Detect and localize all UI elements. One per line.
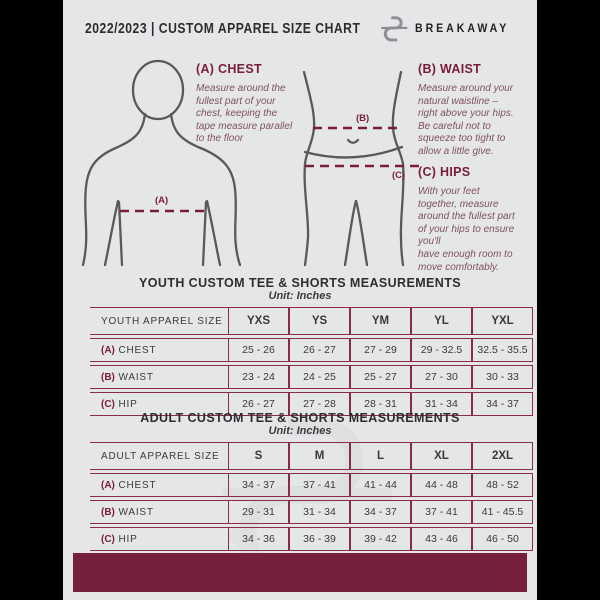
row-label-text: WAIST bbox=[118, 371, 154, 383]
chest-heading: (A) CHEST bbox=[196, 62, 262, 76]
chest-description: Measure around the fullest part of your … bbox=[196, 83, 293, 145]
size-value-cell: 25 - 26 bbox=[228, 338, 289, 362]
size-value-cell: 26 - 27 bbox=[228, 392, 289, 416]
column-header: YXL bbox=[472, 307, 533, 335]
hips-guide: (C) HIPS With your feet together, measur… bbox=[418, 165, 533, 274]
size-value-cell: 43 - 46 bbox=[411, 527, 472, 551]
waist-heading: (B) WAIST bbox=[418, 62, 482, 76]
size-value-cell: 48 - 52 bbox=[472, 473, 533, 497]
youth-section-title: YOUTH CUSTOM TEE & SHORTS MEASUREMENTS bbox=[139, 276, 461, 290]
column-header: S bbox=[228, 442, 289, 470]
size-value-cell: 36 - 39 bbox=[289, 527, 350, 551]
column-header: YXS bbox=[228, 307, 289, 335]
row-label-prefix: (A) bbox=[101, 344, 115, 356]
row-label-text: CHEST bbox=[118, 344, 157, 356]
row-label: (C) HIP bbox=[90, 392, 228, 416]
column-header: YM bbox=[350, 307, 411, 335]
youth-size-table: YOUTH APPAREL SIZE YXS YS YM YL YXL (A) … bbox=[90, 304, 533, 419]
waist-line-label: (B) bbox=[356, 113, 370, 124]
column-header: M bbox=[289, 442, 350, 470]
upper-torso-figure bbox=[81, 59, 242, 267]
size-value-cell: 27 - 30 bbox=[411, 365, 472, 389]
row-label: (B) WAIST bbox=[90, 500, 228, 524]
table-row: (A) CHEST 25 - 26 26 - 27 27 - 29 29 - 3… bbox=[90, 338, 533, 362]
size-value-cell: 34 - 37 bbox=[228, 473, 289, 497]
size-value-cell: 34 - 37 bbox=[350, 500, 411, 524]
table-row: (A) CHEST 34 - 37 37 - 41 41 - 44 44 - 4… bbox=[90, 473, 533, 497]
size-value-cell: 34 - 37 bbox=[472, 392, 533, 416]
table-row: (C) HIP 26 - 27 27 - 28 28 - 31 31 - 34 … bbox=[90, 392, 533, 416]
size-value-cell: 31 - 34 bbox=[289, 500, 350, 524]
size-value-cell: 29 - 32.5 bbox=[411, 338, 472, 362]
table-row: (C) HIP 34 - 36 36 - 39 39 - 42 43 - 46 … bbox=[90, 527, 533, 551]
column-header: YL bbox=[411, 307, 472, 335]
adult-section-title: ADULT CUSTOM TEE & SHORTS MEASUREMENTS bbox=[140, 411, 460, 425]
size-value-cell: 41 - 44 bbox=[350, 473, 411, 497]
row-label: (B) WAIST bbox=[90, 365, 228, 389]
row-label-text: HIP bbox=[118, 533, 138, 545]
row-label-text: CHEST bbox=[118, 479, 157, 491]
chest-line-label: (A) bbox=[155, 195, 169, 206]
size-value-cell: 26 - 27 bbox=[289, 338, 350, 362]
row-label-text: WAIST bbox=[118, 506, 154, 518]
column-header: L bbox=[350, 442, 411, 470]
chest-guide: (A) CHEST Measure around the fullest par… bbox=[196, 62, 306, 146]
table-row: (B) WAIST 23 - 24 24 - 25 25 - 27 27 - 3… bbox=[90, 365, 533, 389]
size-value-cell: 41 - 45.5 bbox=[472, 500, 533, 524]
size-value-cell: 25 - 27 bbox=[350, 365, 411, 389]
size-value-cell: 34 - 36 bbox=[228, 527, 289, 551]
hips-description: With your feet together, measure around … bbox=[418, 186, 515, 273]
size-value-cell: 46 - 50 bbox=[472, 527, 533, 551]
size-value-cell: 39 - 42 bbox=[350, 527, 411, 551]
size-value-cell: 31 - 34 bbox=[411, 392, 472, 416]
column-header: YS bbox=[289, 307, 350, 335]
size-value-cell: 37 - 41 bbox=[411, 500, 472, 524]
row-label-prefix: (B) bbox=[101, 506, 115, 518]
size-value-cell: 29 - 31 bbox=[228, 500, 289, 524]
size-value-cell: 30 - 33 bbox=[472, 365, 533, 389]
row-label: (A) CHEST bbox=[90, 473, 228, 497]
youth-table-corner-label: YOUTH APPAREL SIZE bbox=[90, 307, 228, 335]
table-header-row: ADULT APPAREL SIZE S M L XL 2XL bbox=[90, 442, 533, 470]
table-row: (B) WAIST 29 - 31 31 - 34 34 - 37 37 - 4… bbox=[90, 500, 533, 524]
size-value-cell: 27 - 29 bbox=[350, 338, 411, 362]
footer-bar bbox=[73, 553, 527, 592]
size-value-cell: 37 - 41 bbox=[289, 473, 350, 497]
waist-guide: (B) WAIST Measure around your natural wa… bbox=[418, 62, 533, 159]
row-label-prefix: (B) bbox=[101, 371, 115, 383]
youth-unit-label: Unit: Inches bbox=[268, 290, 332, 302]
size-value-cell: 28 - 31 bbox=[350, 392, 411, 416]
breakaway-b-logo-icon bbox=[381, 16, 408, 42]
adult-size-table: ADULT APPAREL SIZE S M L XL 2XL (A) CHES… bbox=[90, 439, 533, 554]
hips-line-label: (C) bbox=[392, 170, 406, 181]
adult-unit-label: Unit: Inches bbox=[268, 425, 332, 437]
size-value-cell: 24 - 25 bbox=[289, 365, 350, 389]
row-label-prefix: (A) bbox=[101, 479, 115, 491]
row-label-prefix: (C) bbox=[101, 398, 115, 410]
hips-heading: (C) HIPS bbox=[418, 165, 471, 179]
row-label: (A) CHEST bbox=[90, 338, 228, 362]
row-label: (C) HIP bbox=[90, 527, 228, 551]
page-title: 2022/2023 | CUSTOM APPAREL SIZE CHART bbox=[85, 21, 361, 37]
size-value-cell: 32.5 - 35.5 bbox=[472, 338, 533, 362]
row-label-prefix: (C) bbox=[101, 533, 115, 545]
column-header: XL bbox=[411, 442, 472, 470]
waist-description: Measure around your natural waistline – … bbox=[418, 83, 514, 157]
row-label-text: HIP bbox=[118, 398, 138, 410]
brand-name: BREAKAWAY bbox=[415, 23, 510, 35]
adult-table-corner-label: ADULT APPAREL SIZE bbox=[90, 442, 228, 470]
size-value-cell: 23 - 24 bbox=[228, 365, 289, 389]
size-chart-page: 2022/2023 | CUSTOM APPAREL SIZE CHART BR… bbox=[63, 0, 537, 600]
size-value-cell: 27 - 28 bbox=[289, 392, 350, 416]
lower-body-figure bbox=[302, 70, 419, 267]
table-header-row: YOUTH APPAREL SIZE YXS YS YM YL YXL bbox=[90, 307, 533, 335]
size-value-cell: 44 - 48 bbox=[411, 473, 472, 497]
column-header: 2XL bbox=[472, 442, 533, 470]
